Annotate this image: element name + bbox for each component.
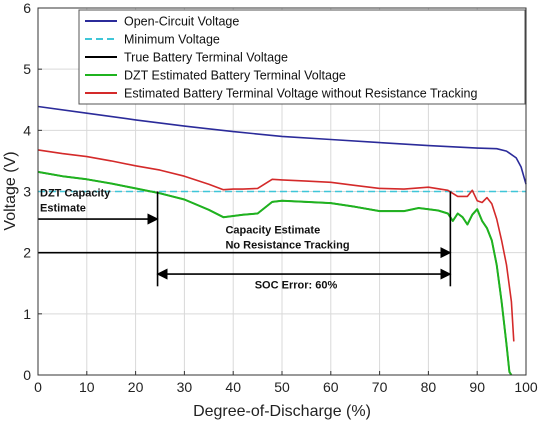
legend: Open-Circuit Voltage Minimum Voltage True … [78, 9, 526, 105]
x-axis-label: Degree-of-Discharge (%) [193, 403, 371, 420]
y-tick-label: 0 [23, 367, 31, 383]
x-tick-label: 0 [34, 379, 42, 395]
series-line-4 [37, 149, 515, 342]
legend-entry: Estimated Battery Terminal Voltage witho… [124, 87, 477, 101]
y-tick-label: 5 [23, 61, 31, 77]
annotation-text: SOC Error: 60% [255, 279, 338, 291]
annotations: DZT Capacity Estimate Capacity Estimate No … [38, 188, 452, 291]
y-tick-label: 4 [23, 122, 31, 138]
annotation-text: Estimate [40, 203, 86, 215]
y-tick-label: 1 [23, 306, 31, 322]
series-line-3 [37, 170, 513, 376]
annotation-text: No Resistance Tracking [225, 239, 349, 251]
x-tick-label: 90 [469, 379, 485, 395]
annotation-text: Capacity Estimate [225, 224, 320, 236]
x-tick-label: 40 [225, 379, 241, 395]
legend-entry: Minimum Voltage [124, 33, 220, 47]
y-tick-label: 2 [23, 245, 31, 261]
axes: 0 10 20 30 40 50 60 70 80 90 100 0 1 2 3 4 5 6 [23, 0, 538, 395]
legend-entry: True Battery Terminal Voltage [124, 51, 288, 65]
x-tick-label: 100 [514, 379, 538, 395]
legend-entry: Open-Circuit Voltage [124, 15, 239, 29]
y-tick-label: 6 [23, 0, 31, 16]
x-tick-label: 30 [177, 379, 193, 395]
series-line-0 [37, 105, 527, 185]
x-tick-label: 80 [421, 379, 437, 395]
x-tick-label: 60 [323, 379, 339, 395]
legend-box [78, 9, 526, 105]
y-axis-label: Voltage (V) [2, 151, 19, 230]
legend-entry: DZT Estimated Battery Terminal Voltage [124, 69, 346, 83]
plot-frame [37, 7, 527, 376]
x-tick-label: 50 [274, 379, 290, 395]
y-tick-label: 3 [23, 184, 31, 200]
series-lines [37, 105, 527, 376]
annotation-text: DZT Capacity [40, 188, 111, 200]
x-tick-label: 70 [372, 379, 388, 395]
x-tick-label: 20 [128, 379, 144, 395]
x-tick-label: 10 [79, 379, 95, 395]
